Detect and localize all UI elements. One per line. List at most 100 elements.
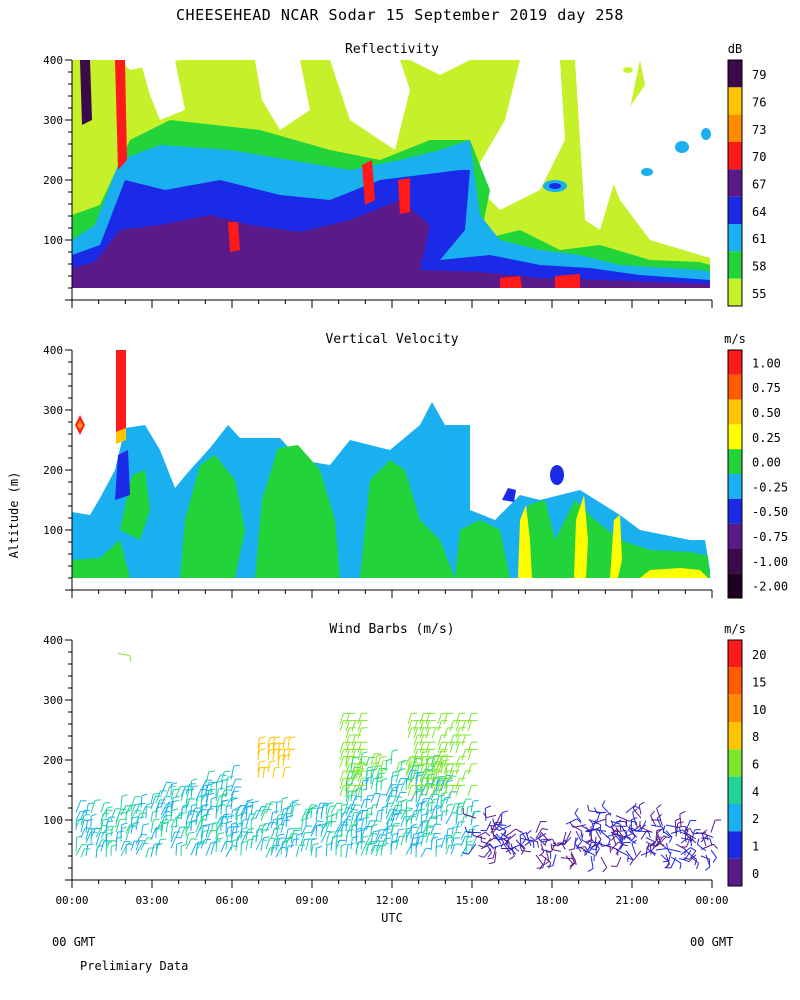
wind-barb [375,845,381,857]
wind-barb [277,750,280,761]
wind-barb [345,809,353,821]
reflectivity-patch-red-4 [398,178,410,214]
wind-barb [170,837,176,849]
wind-barb [665,830,673,838]
wind-barb [505,844,517,855]
wind-barb [461,770,466,782]
wind-barb [270,845,275,856]
wind-barb [245,800,248,814]
wind-barb [90,800,96,814]
wind-barb [190,821,193,832]
wind-barb-flag [274,766,281,769]
wind-barb [390,772,394,786]
wind-barb [455,734,460,746]
wind-barb [506,833,517,842]
wind-barb-flag [539,864,544,870]
wind-barb [467,720,472,732]
wind-barb [115,819,121,833]
wind-barb [431,756,436,768]
y-tick-label: 400 [43,634,63,647]
footer-right-gmt: 00 GMT [690,935,733,949]
wind-barb [437,749,442,761]
wind-barb-flag [347,842,354,846]
wind-barb [235,815,238,827]
wind-barb-flag [259,748,266,751]
wind-barb [265,801,272,814]
wind-barb [645,837,655,843]
wind-barb-flag [284,754,291,757]
colorbar-swatch [728,776,742,804]
wind-barb [215,782,218,797]
wind-barb-flag [284,736,291,739]
wind-barb-flag [156,843,163,846]
wind-barb-flag [355,804,362,807]
wind-barb [385,826,389,837]
wind-barb [267,750,270,761]
colorbar-label: 0.75 [752,381,781,395]
wind-barb [155,799,161,811]
colorbar-swatch [728,523,742,549]
wind-barb [375,773,380,786]
wind-barb [175,844,178,856]
wind-barb [265,838,270,850]
y-tick-label: 100 [43,814,63,827]
wind-barb-flag [296,832,303,836]
wind-barb [405,761,413,774]
wind-barb [505,847,515,853]
wind-barb [419,720,424,732]
wind-barb-flag [712,857,717,863]
wind-barb-flag [628,824,631,831]
wind-barb [150,844,155,858]
colorbar-label: 0.25 [752,431,781,445]
wind-barb-flag [519,844,523,851]
wind-barb [195,808,202,820]
wind-barb [339,778,344,789]
wind-barb-flag [418,764,425,767]
wind-barb [656,808,662,821]
wind-barb [351,734,356,746]
wind-barb [565,855,574,865]
wind-barb [255,825,261,838]
wind-barb [210,841,216,855]
wind-barb [250,836,254,846]
wind-barb [562,831,567,843]
wind-barb-flag [262,828,270,831]
wind-barb [595,838,602,850]
wind-barb [370,840,377,852]
colorbar-swatch [728,573,742,598]
wind-barb [390,751,393,765]
wind-barb [625,850,634,861]
reflectivity-cell-2 [641,168,653,176]
wind-barb [80,814,85,826]
wind-barb [455,778,460,789]
wind-barb-flag [478,855,485,858]
wind-barb [407,756,412,768]
wind-barb-flag [172,825,179,828]
wind-barb [260,803,268,817]
wind-barb [472,834,487,840]
velocity-layer-yellow-2 [574,495,588,578]
wind-barb-flag [598,841,603,847]
wind-barb-flag [252,834,259,837]
wind-barb [345,713,350,725]
wind-barb [455,720,460,732]
wind-barb-flag [223,813,230,816]
wind-barb-flag [576,818,582,824]
wind-barb [431,770,436,782]
colorbar-swatch [728,251,742,279]
wind-barb-flag [208,770,215,773]
colorbar-swatch [728,278,742,306]
wind-barb-flag [489,824,496,827]
wind-barb [552,854,557,867]
wind-barb [205,842,212,856]
wind-barb [486,821,492,832]
wind-barb [282,756,285,767]
wind-barb-flag [380,834,387,836]
wind-barb [670,856,682,864]
wind-barb-flag [316,823,323,827]
wind-barb [495,833,505,843]
wind-barb [220,789,226,799]
wind-barb-flag [247,798,254,802]
wind-barb [437,763,442,775]
